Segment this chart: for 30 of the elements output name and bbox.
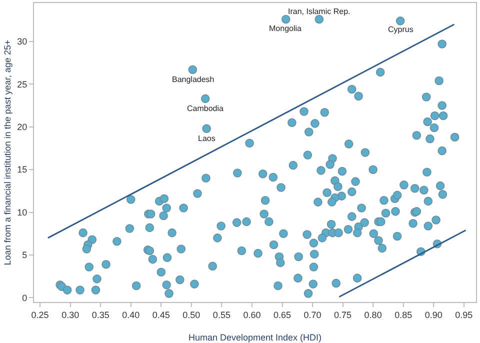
x-tick-label: 0.75 bbox=[334, 310, 352, 320]
x-tick-label: 0.95 bbox=[455, 310, 473, 320]
x-axis-title: Human Development Index (HDI) bbox=[188, 332, 322, 343]
x-tick-label: 0.90 bbox=[424, 310, 442, 320]
annotation: Cambodia bbox=[187, 104, 224, 113]
x-tick-label: 0.40 bbox=[122, 310, 140, 320]
y-axis-title: Loan from a financial institution in the past year, age 25+ bbox=[2, 40, 13, 266]
x-tick-label: 0.50 bbox=[182, 310, 200, 320]
y-tick-label: 20 bbox=[17, 122, 28, 132]
annotation: Bangladesh bbox=[172, 75, 214, 84]
x-tick-label: 0.30 bbox=[62, 310, 80, 320]
annotation: Laos bbox=[198, 134, 216, 143]
x-tick-label: 0.25 bbox=[31, 310, 49, 320]
y-tick-label: 30 bbox=[17, 36, 28, 47]
x-tick-label: 0.60 bbox=[243, 310, 261, 320]
annotation: Cyprus bbox=[388, 25, 414, 34]
x-tick-label: 0.55 bbox=[212, 310, 230, 320]
y-tick-label: 15 bbox=[17, 164, 28, 175]
x-tick-label: 0.70 bbox=[304, 310, 322, 320]
x-tick-label: 0.65 bbox=[273, 310, 292, 320]
x-tick-label: 0.80 bbox=[364, 310, 382, 320]
x-tick-label: 0.35 bbox=[92, 310, 110, 320]
x-tick-label: 0.85 bbox=[394, 310, 412, 320]
y-tick-label: 0 bbox=[22, 292, 28, 303]
y-tick-label: 10 bbox=[17, 207, 28, 218]
x-tick-label: 0.45 bbox=[152, 310, 170, 320]
annotation: Mongolia bbox=[269, 24, 302, 33]
y-tick-label: 5 bbox=[22, 250, 28, 260]
y-tick-label: 25 bbox=[17, 79, 28, 90]
annotation: Iran, Islamic Rep. bbox=[288, 7, 350, 16]
